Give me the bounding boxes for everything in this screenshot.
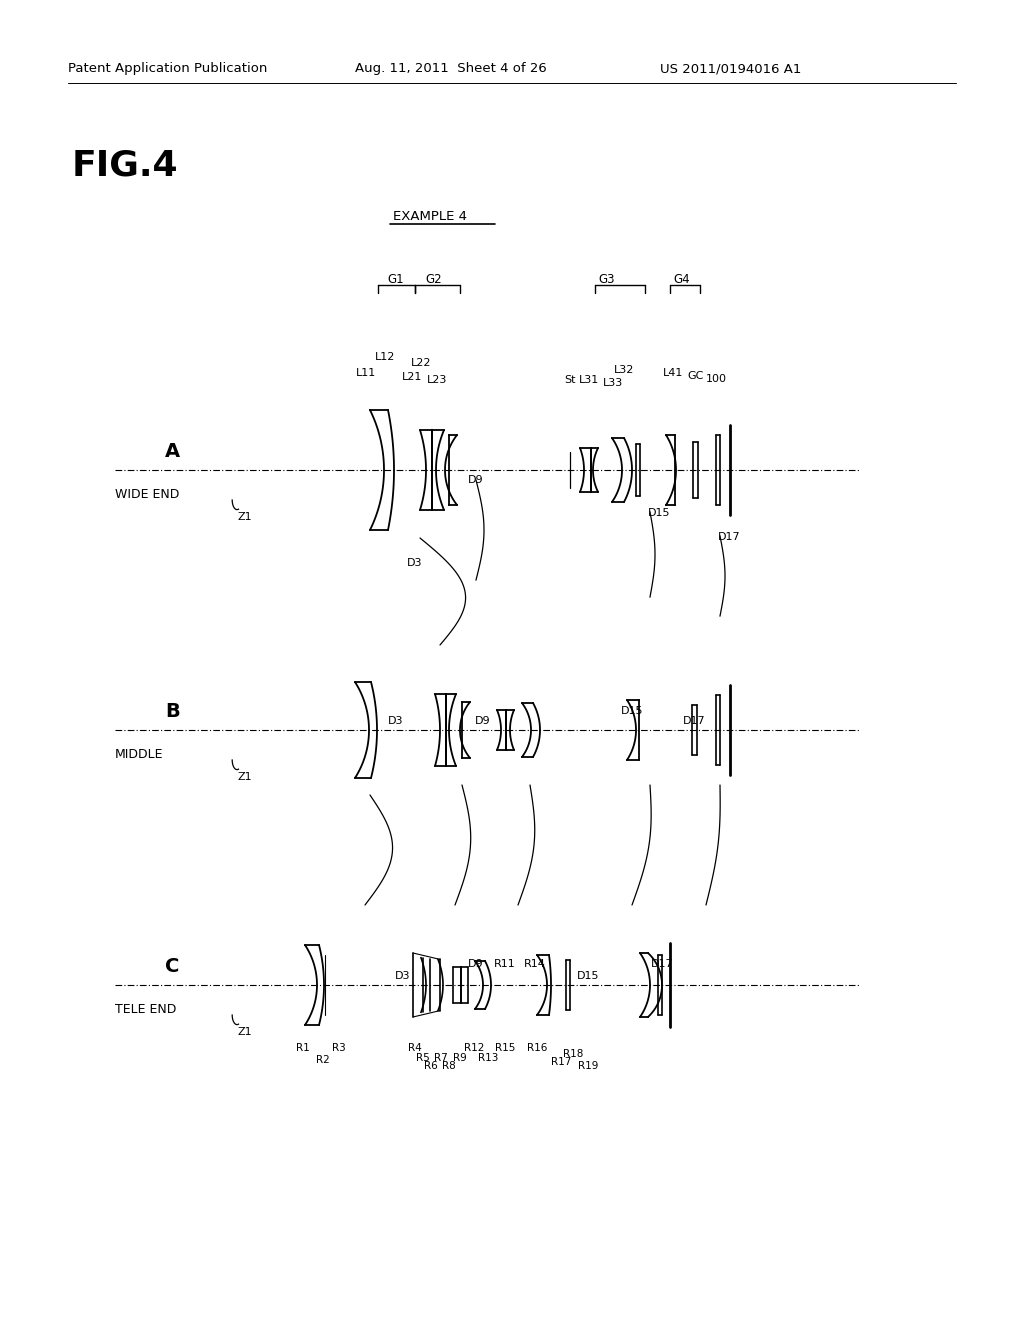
Text: R11: R11 xyxy=(494,960,516,969)
Text: D9: D9 xyxy=(468,960,483,969)
Text: D15: D15 xyxy=(648,508,671,517)
Text: L41: L41 xyxy=(663,368,683,378)
Text: R4: R4 xyxy=(408,1043,422,1053)
Text: R13: R13 xyxy=(478,1053,499,1063)
Text: Aug. 11, 2011  Sheet 4 of 26: Aug. 11, 2011 Sheet 4 of 26 xyxy=(355,62,547,75)
Text: D9: D9 xyxy=(468,475,483,484)
Text: R8: R8 xyxy=(442,1061,456,1071)
Text: L12: L12 xyxy=(375,352,395,362)
Text: MIDDLE: MIDDLE xyxy=(115,748,164,762)
Text: D3: D3 xyxy=(395,972,411,981)
Text: G4: G4 xyxy=(673,273,689,286)
Text: R15: R15 xyxy=(495,1043,515,1053)
Text: R14: R14 xyxy=(524,960,546,969)
Text: R17: R17 xyxy=(551,1057,571,1067)
Text: R7: R7 xyxy=(434,1053,447,1063)
Text: L32: L32 xyxy=(614,366,635,375)
Text: R2: R2 xyxy=(316,1055,330,1065)
Text: D9: D9 xyxy=(475,715,490,726)
Text: Z1: Z1 xyxy=(238,772,253,781)
Text: D17: D17 xyxy=(718,532,740,543)
Text: R3: R3 xyxy=(332,1043,346,1053)
Text: R19: R19 xyxy=(578,1061,598,1071)
Text: R1: R1 xyxy=(296,1043,309,1053)
Text: L31: L31 xyxy=(579,375,599,385)
Text: R5: R5 xyxy=(416,1053,430,1063)
Text: 100: 100 xyxy=(706,374,727,384)
Text: WIDE END: WIDE END xyxy=(115,488,179,502)
Text: R12: R12 xyxy=(464,1043,484,1053)
Text: D3: D3 xyxy=(388,715,403,726)
Text: L11: L11 xyxy=(356,368,376,378)
Text: R16: R16 xyxy=(527,1043,548,1053)
Text: Patent Application Publication: Patent Application Publication xyxy=(68,62,267,75)
Text: R6: R6 xyxy=(424,1061,437,1071)
Text: C: C xyxy=(165,957,179,975)
Text: L33: L33 xyxy=(603,378,624,388)
Text: R18: R18 xyxy=(563,1049,584,1059)
Text: TELE END: TELE END xyxy=(115,1003,176,1016)
Text: B: B xyxy=(165,702,180,721)
Text: G1: G1 xyxy=(387,273,403,286)
Text: Z1: Z1 xyxy=(238,512,253,521)
Text: A: A xyxy=(165,442,180,461)
Text: St: St xyxy=(564,375,575,385)
Text: R9: R9 xyxy=(453,1053,467,1063)
Text: G2: G2 xyxy=(425,273,441,286)
Text: GC: GC xyxy=(687,371,703,381)
Text: L21: L21 xyxy=(402,372,422,381)
Text: US 2011/0194016 A1: US 2011/0194016 A1 xyxy=(660,62,802,75)
Text: L23: L23 xyxy=(427,375,447,385)
Text: Z1: Z1 xyxy=(238,1027,253,1038)
Text: G3: G3 xyxy=(598,273,614,286)
Text: D3: D3 xyxy=(407,558,423,568)
Text: D15: D15 xyxy=(577,972,599,981)
Text: D17: D17 xyxy=(683,715,706,726)
Text: EXAMPLE 4: EXAMPLE 4 xyxy=(393,210,467,223)
Text: L22: L22 xyxy=(411,358,431,368)
Text: D15: D15 xyxy=(621,706,643,715)
Text: D17: D17 xyxy=(651,960,674,969)
Text: FIG.4: FIG.4 xyxy=(72,148,178,182)
